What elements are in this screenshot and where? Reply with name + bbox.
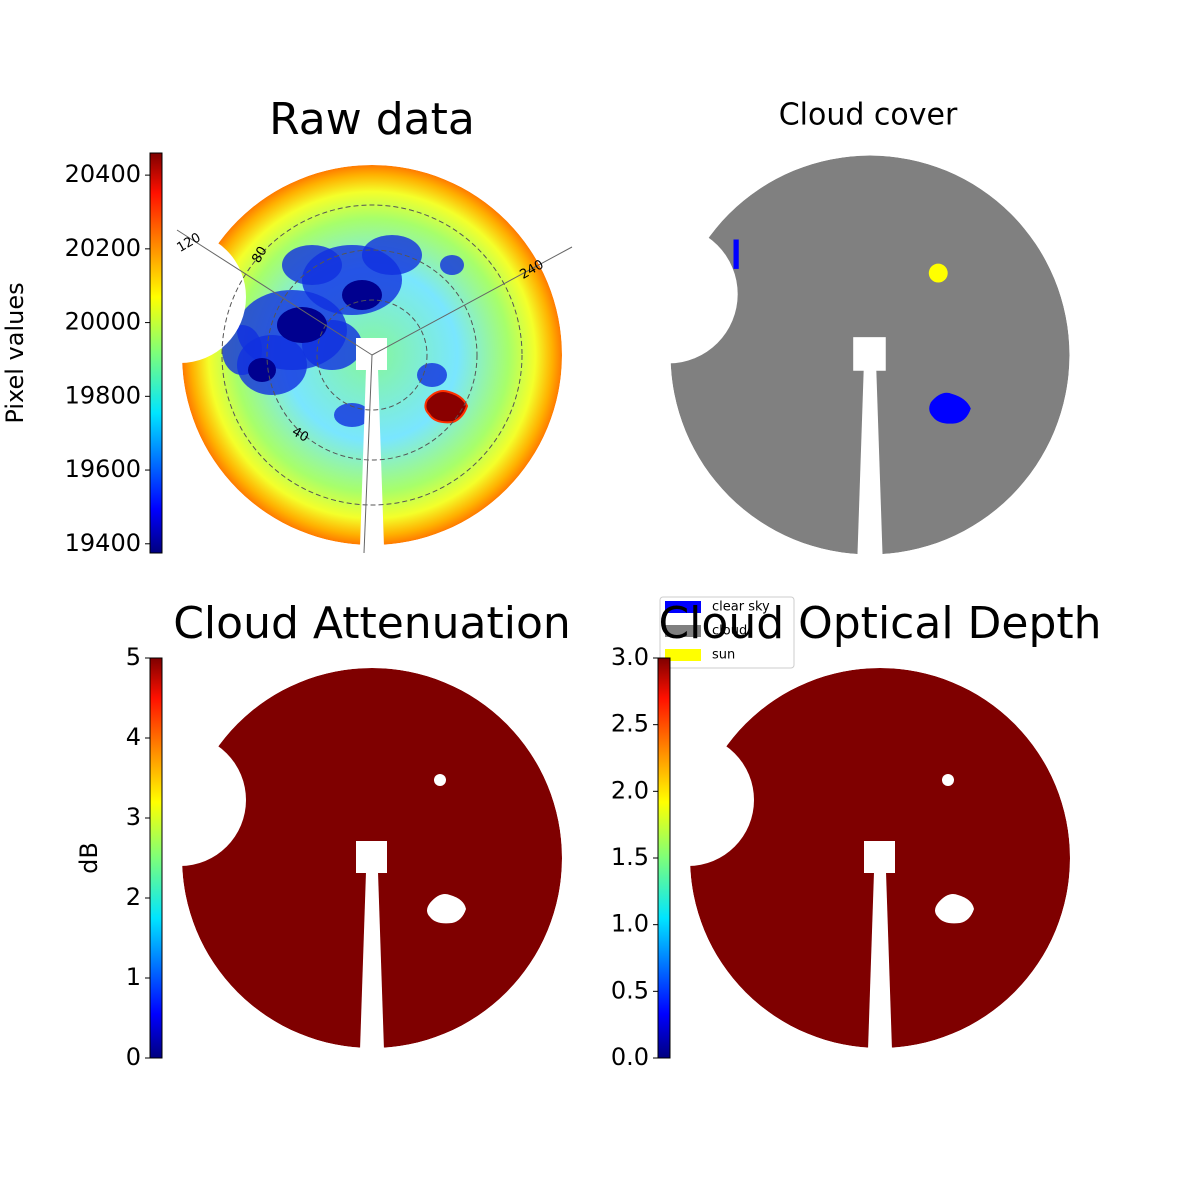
- sky-image-content: [182, 668, 562, 1048]
- polar-grid-circle: [266, 249, 478, 461]
- low-value-region: [417, 363, 447, 387]
- colorbar-tick-label: 20400: [65, 160, 141, 188]
- polar-label: 120: [174, 230, 203, 255]
- colorbar-tick-label: 19600: [65, 455, 141, 483]
- colorbar-tick-label: 19400: [65, 529, 141, 557]
- colorbar-tick-label: 2.5: [611, 710, 649, 738]
- colorbar-tick-label: 3.0: [611, 643, 649, 671]
- legend-swatch: [665, 649, 701, 661]
- polar-grid-circle: [316, 299, 428, 411]
- clear-sky-gap: [427, 894, 466, 924]
- clear-sky-region: [929, 392, 971, 424]
- polar-axis: [176, 229, 373, 356]
- colorbar-tick-label: 1.0: [611, 910, 649, 938]
- sun-gap: [942, 774, 954, 786]
- colorbar-tick-label: 19800: [65, 381, 141, 409]
- cloud-region: [670, 155, 1070, 555]
- panel-title: Cloud Attenuation: [173, 598, 571, 649]
- legend-label: cloud: [712, 624, 747, 639]
- colorbar-tick-label: 5: [126, 643, 141, 671]
- sky-image-content: [690, 668, 1070, 1048]
- colorbar: [149, 657, 163, 1059]
- lowest-value-region: [248, 358, 276, 382]
- value-region: [182, 668, 562, 1048]
- cloud-mask-image: [670, 155, 1070, 555]
- colorbar-tick-label: 0.5: [611, 976, 649, 1004]
- panel-title: Raw data: [269, 94, 475, 145]
- legend: clear sky cloud sun: [659, 596, 795, 669]
- lowest-value-region: [342, 280, 382, 310]
- colorbar: [657, 657, 671, 1059]
- colorbar: [149, 152, 163, 554]
- polar-axis: [363, 354, 373, 554]
- colorbar-tick-label: 3: [126, 803, 141, 831]
- sky-image: [690, 668, 1070, 1048]
- clear-sky-region: [733, 239, 739, 269]
- polar-axis: [371, 246, 573, 356]
- colorbar-tick-label: 1.5: [611, 843, 649, 871]
- colorbar-tick-label: 1: [126, 963, 141, 991]
- legend-swatch: [665, 601, 701, 613]
- sky-image: [182, 668, 562, 1048]
- sun-region: [928, 263, 948, 283]
- legend-swatch: [665, 625, 701, 637]
- legend-label: clear sky: [712, 600, 770, 615]
- panel-title: Cloud cover: [779, 98, 958, 133]
- colorbar-tick-label: 2: [126, 883, 141, 911]
- value-region: [690, 668, 1070, 1048]
- colorbar-tick-label: 0.0: [611, 1043, 649, 1071]
- polar-label: 80: [249, 244, 270, 266]
- legend-label: sun: [712, 648, 735, 663]
- low-value-region: [282, 245, 342, 285]
- sun-gap: [434, 774, 446, 786]
- colorbar-tick-label: 4: [126, 723, 141, 751]
- sun-region: [424, 390, 469, 424]
- low-value-region: [440, 255, 464, 275]
- colorbar-label: dB: [75, 842, 103, 874]
- polar-grid-circle: [221, 204, 523, 506]
- colorbar-tick-label: 20200: [65, 234, 141, 262]
- panel-title: Cloud Optical Depth: [658, 598, 1101, 649]
- low-value-region: [362, 235, 422, 275]
- polar-label: 40: [289, 424, 311, 445]
- clear-sky-gap: [935, 894, 974, 924]
- lowest-value-region: [277, 307, 327, 343]
- cloud-mask-image-content: [670, 155, 1070, 555]
- colorbar-tick-label: 0: [126, 1043, 141, 1071]
- colorbar-tick-label: 2.0: [611, 776, 649, 804]
- colorbar-tick-label: 20000: [65, 308, 141, 336]
- colorbar-label: Pixel values: [1, 282, 29, 423]
